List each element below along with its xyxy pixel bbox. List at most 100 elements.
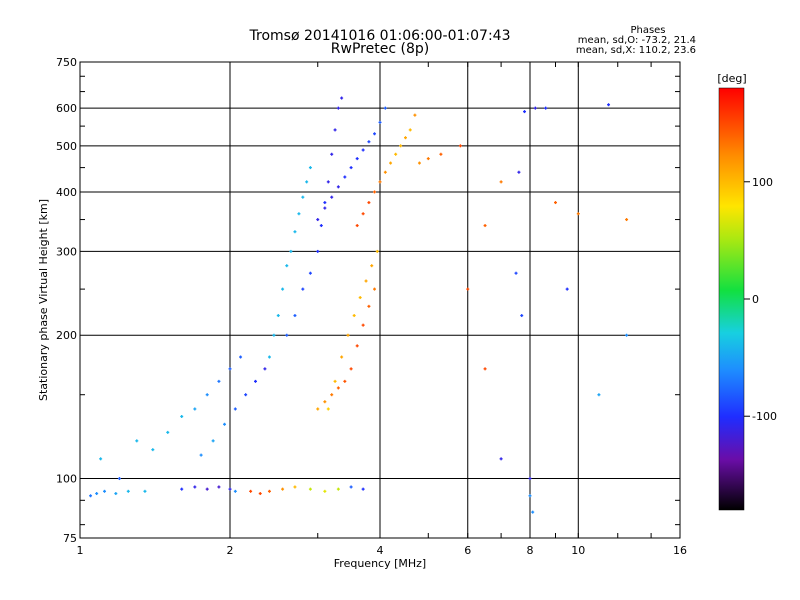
data-point xyxy=(499,457,503,461)
data-point xyxy=(293,485,297,489)
data-point xyxy=(403,136,407,140)
data-point xyxy=(361,323,365,327)
data-point xyxy=(228,367,232,371)
data-point xyxy=(333,379,337,383)
data-point xyxy=(373,190,377,194)
data-point xyxy=(308,487,312,491)
x-axis-label: Frequency [MHz] xyxy=(334,557,426,570)
data-point xyxy=(217,485,221,489)
data-point xyxy=(293,314,297,318)
stats-o: mean, sd,O: -73.2, 21.4 xyxy=(578,35,696,46)
data-point xyxy=(326,407,330,411)
y-tick-label: 200 xyxy=(56,329,77,342)
stats-header: Phases xyxy=(630,25,665,36)
data-point xyxy=(267,489,271,493)
data-point xyxy=(340,96,344,100)
data-point xyxy=(389,161,393,165)
data-point xyxy=(217,379,221,383)
data-point xyxy=(343,175,347,179)
data-point xyxy=(499,180,503,184)
y-axis-ticks: 75 100 200 300 400 500 600 750 xyxy=(56,56,680,545)
y-tick-label: 400 xyxy=(56,186,77,199)
data-points xyxy=(89,96,629,514)
x-tick-label: 1 xyxy=(77,544,84,557)
data-point xyxy=(316,218,320,222)
data-point xyxy=(378,120,382,124)
data-point xyxy=(528,494,532,498)
data-point xyxy=(233,407,237,411)
data-point xyxy=(367,304,371,308)
data-point xyxy=(483,224,487,228)
data-point xyxy=(166,430,170,434)
chart-title: Tromsø 20141016 01:06:00-01:07:43 xyxy=(249,28,511,44)
colorbar-tick-label: 0 xyxy=(752,293,759,306)
y-tick-label: 75 xyxy=(63,532,77,545)
data-point xyxy=(607,103,611,107)
data-point xyxy=(417,161,421,165)
stats-x: mean, sd,X: 110.2, 23.6 xyxy=(576,45,696,56)
data-point xyxy=(346,333,350,337)
data-point xyxy=(308,166,312,170)
data-point xyxy=(352,314,356,318)
data-point xyxy=(249,489,253,493)
data-point xyxy=(223,422,227,426)
data-point xyxy=(373,287,377,291)
chart-subtitle: RwPretec (8p) xyxy=(331,41,429,57)
data-point xyxy=(330,393,334,397)
data-point xyxy=(336,185,340,189)
data-point xyxy=(483,367,487,371)
data-point xyxy=(228,487,232,491)
data-point xyxy=(378,180,382,184)
data-point xyxy=(285,333,289,337)
data-point xyxy=(373,132,377,136)
data-point xyxy=(117,477,121,481)
colorbar-tick-label: 100 xyxy=(752,176,773,189)
data-point xyxy=(211,439,215,443)
data-point xyxy=(281,287,285,291)
data-point xyxy=(135,439,139,443)
data-point xyxy=(394,152,398,156)
data-point xyxy=(361,212,365,216)
data-point xyxy=(375,249,379,253)
data-point xyxy=(426,157,430,161)
data-point xyxy=(293,230,297,234)
colorbar-ticks: 100 0 -100 xyxy=(744,176,777,423)
data-point xyxy=(289,249,293,253)
data-point xyxy=(340,355,344,359)
y-tick-label: 100 xyxy=(56,473,77,486)
data-point xyxy=(458,144,462,148)
y-tick-label: 500 xyxy=(56,140,77,153)
data-point xyxy=(180,487,184,491)
data-point xyxy=(565,287,569,291)
data-point xyxy=(361,148,365,152)
data-point xyxy=(180,414,184,418)
data-point xyxy=(316,249,320,253)
data-point xyxy=(323,400,327,404)
data-point xyxy=(408,128,412,132)
data-point xyxy=(466,287,470,291)
colorbar xyxy=(718,87,745,511)
data-point xyxy=(367,201,371,205)
y-axis-label: Stationary phase Virtual Height [km] xyxy=(37,199,50,401)
data-point xyxy=(193,485,197,489)
data-point xyxy=(514,271,518,275)
data-point xyxy=(336,386,340,390)
data-point xyxy=(553,201,557,205)
data-point xyxy=(326,180,330,184)
data-point xyxy=(367,140,371,144)
data-point xyxy=(95,492,99,496)
data-point xyxy=(244,393,248,397)
data-point xyxy=(333,128,337,132)
data-point xyxy=(319,224,323,228)
data-point xyxy=(151,448,155,452)
data-point xyxy=(276,314,280,318)
data-point xyxy=(253,379,257,383)
x-tick-label: 8 xyxy=(527,544,534,557)
data-point xyxy=(358,296,362,300)
x-tick-label: 4 xyxy=(377,544,384,557)
data-point xyxy=(399,144,403,148)
data-point xyxy=(114,492,118,496)
data-point xyxy=(625,218,629,222)
data-point xyxy=(343,379,347,383)
data-point xyxy=(355,344,359,348)
